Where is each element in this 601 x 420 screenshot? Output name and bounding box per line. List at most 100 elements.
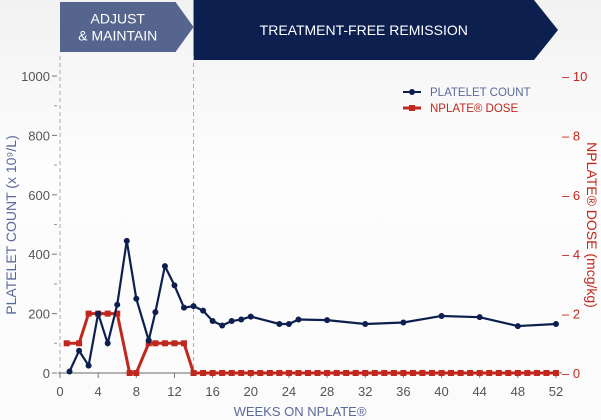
x-tick-label: 8 bbox=[133, 384, 140, 399]
data-point bbox=[76, 340, 83, 347]
data-point bbox=[104, 340, 111, 347]
data-point bbox=[209, 370, 216, 376]
data-point bbox=[66, 368, 73, 375]
data-point bbox=[123, 237, 130, 244]
data-point bbox=[467, 370, 474, 376]
data-point bbox=[295, 316, 302, 323]
x-tick-label: 24 bbox=[282, 384, 296, 399]
data-point bbox=[553, 370, 559, 376]
legend-label: PLATELET COUNT bbox=[430, 87, 531, 99]
data-point bbox=[161, 340, 168, 347]
data-point bbox=[400, 370, 407, 376]
y2-axis-label: NPLATE® DOSE (mcg/kg) bbox=[584, 142, 600, 308]
data-point bbox=[228, 318, 235, 325]
data-point bbox=[324, 370, 331, 376]
data-point bbox=[505, 370, 512, 376]
data-point bbox=[238, 316, 245, 323]
legend-marker bbox=[409, 105, 415, 111]
data-point bbox=[228, 370, 235, 376]
data-point bbox=[114, 301, 121, 308]
data-point bbox=[85, 362, 92, 369]
phase-banner bbox=[60, 2, 194, 52]
y2-tick-label: – 6 bbox=[562, 188, 580, 203]
y2-tick-label: – 2 bbox=[562, 307, 580, 322]
data-point bbox=[126, 370, 133, 376]
data-point bbox=[266, 370, 273, 376]
data-point bbox=[209, 318, 216, 325]
data-point bbox=[476, 370, 483, 376]
phase-label: & MAINTAIN bbox=[78, 28, 157, 44]
y-tick-label: 1000 bbox=[21, 69, 50, 84]
data-point bbox=[171, 282, 178, 289]
x-tick-label: 28 bbox=[320, 384, 334, 399]
data-point bbox=[190, 303, 197, 310]
data-point bbox=[448, 370, 455, 376]
data-point bbox=[438, 312, 445, 319]
phase-banner bbox=[193, 0, 559, 60]
data-point bbox=[305, 370, 311, 376]
data-point bbox=[200, 370, 207, 376]
data-point bbox=[438, 370, 445, 376]
data-point bbox=[495, 370, 502, 376]
data-point bbox=[95, 310, 102, 317]
x-tick-label: 20 bbox=[244, 384, 258, 399]
series-line bbox=[66, 312, 556, 375]
y2-tick-label: – 0 bbox=[562, 366, 580, 381]
data-point bbox=[152, 340, 159, 347]
data-point bbox=[133, 295, 140, 302]
data-point bbox=[371, 370, 378, 376]
x-tick-label: 48 bbox=[511, 384, 525, 399]
data-point bbox=[181, 304, 187, 311]
data-point bbox=[352, 370, 359, 376]
y-tick-label: 0 bbox=[43, 366, 50, 381]
data-point bbox=[333, 370, 340, 376]
data-point bbox=[145, 337, 152, 344]
data-point bbox=[63, 340, 70, 347]
data-point bbox=[400, 319, 407, 326]
data-point bbox=[219, 370, 226, 376]
x-tick-label: 52 bbox=[549, 384, 563, 399]
data-point bbox=[343, 370, 350, 376]
data-point bbox=[409, 370, 416, 376]
data-point bbox=[133, 370, 140, 376]
data-point bbox=[181, 340, 187, 347]
x-tick-label: 44 bbox=[472, 384, 486, 399]
data-point bbox=[457, 370, 464, 376]
data-point bbox=[543, 370, 550, 376]
data-point bbox=[200, 307, 207, 314]
data-point bbox=[190, 370, 197, 376]
data-point bbox=[524, 370, 531, 376]
x-tick-label: 36 bbox=[396, 384, 410, 399]
data-point bbox=[257, 370, 264, 376]
data-point bbox=[314, 370, 321, 376]
y2-tick-label: – 8 bbox=[562, 128, 580, 143]
data-point bbox=[76, 347, 83, 354]
data-point bbox=[161, 263, 168, 270]
data-point bbox=[514, 370, 521, 376]
y2-tick-label: – 4 bbox=[562, 247, 580, 262]
x-tick-label: 40 bbox=[434, 384, 448, 399]
y-tick-label: 800 bbox=[28, 128, 50, 143]
y-axis-label: PLATELET COUNT (x 10⁹/L) bbox=[3, 135, 19, 315]
data-point bbox=[238, 370, 245, 376]
data-point bbox=[285, 370, 292, 376]
x-tick-label: 0 bbox=[56, 384, 63, 399]
data-point bbox=[476, 314, 483, 321]
data-point bbox=[247, 370, 254, 376]
x-tick-label: 16 bbox=[205, 384, 219, 399]
x-tick-label: 12 bbox=[167, 384, 181, 399]
x-axis-label: WEEKS ON NPLATE® bbox=[234, 404, 367, 419]
phase-label: TREATMENT-FREE REMISSION bbox=[260, 22, 468, 38]
data-point bbox=[533, 370, 540, 376]
data-point bbox=[362, 370, 369, 376]
phase-label: ADJUST bbox=[91, 11, 146, 27]
data-point bbox=[171, 340, 178, 347]
data-point bbox=[429, 370, 435, 376]
data-point bbox=[295, 370, 302, 376]
data-point bbox=[276, 370, 283, 376]
data-point bbox=[104, 310, 111, 317]
x-tick-label: 4 bbox=[95, 384, 102, 399]
data-point bbox=[553, 320, 559, 327]
data-point bbox=[514, 323, 521, 330]
